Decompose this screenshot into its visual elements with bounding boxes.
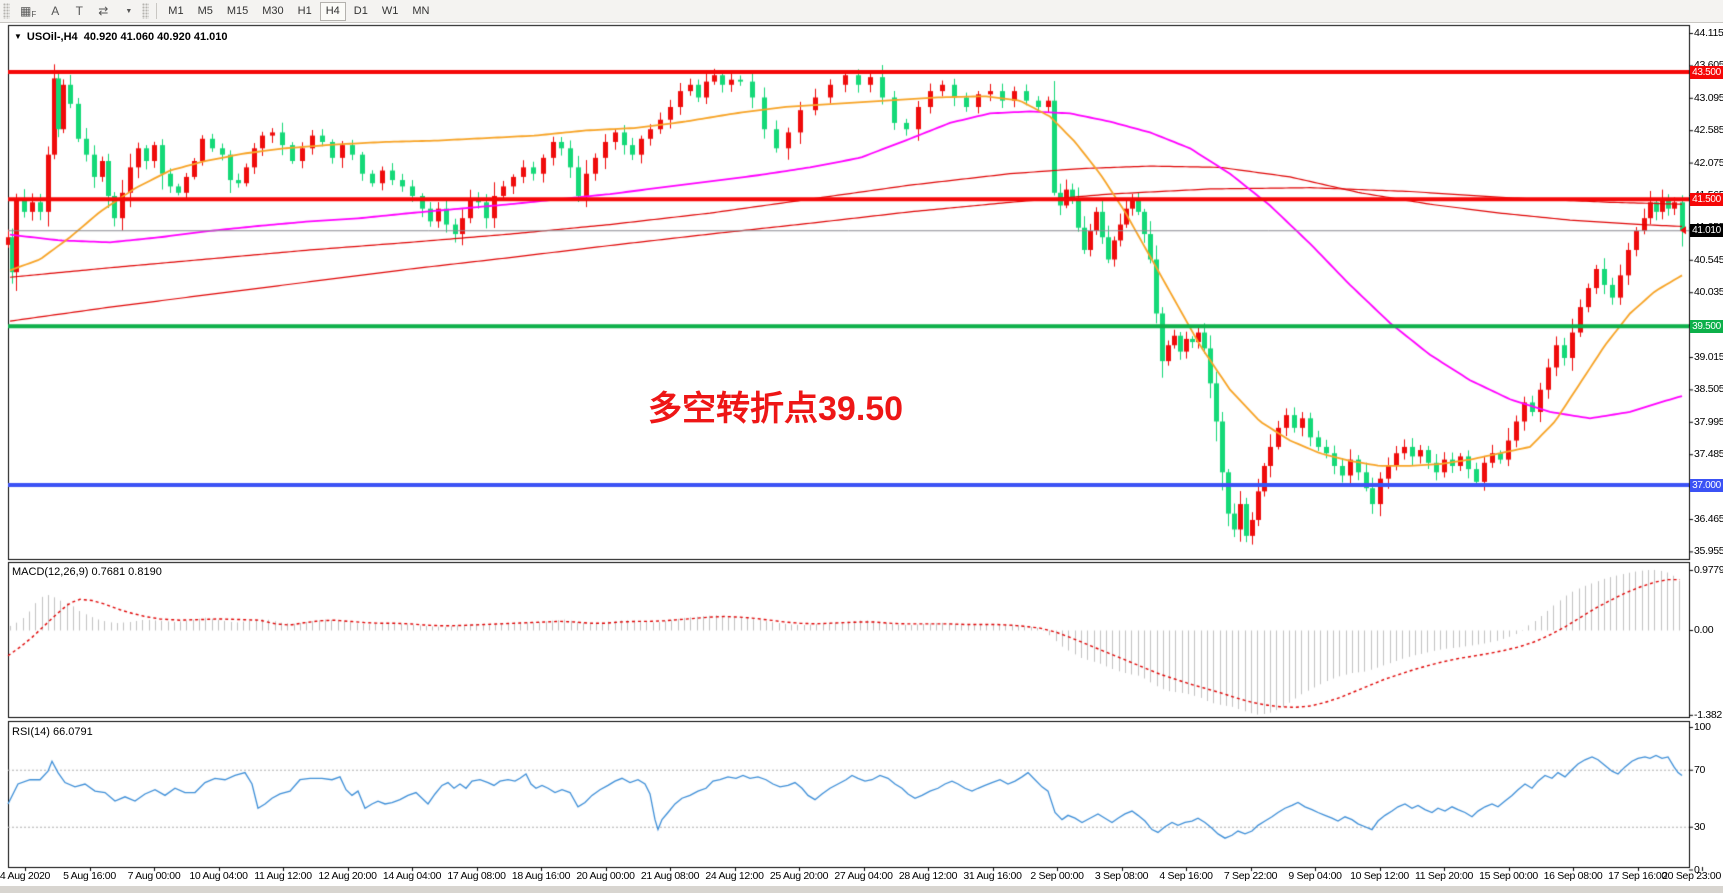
chart-area[interactable]: ▼ USOil-,H4 40.920 41.060 40.920 41.010 M… xyxy=(0,23,1723,893)
time-axis-label: 7 Aug 00:00 xyxy=(127,870,181,882)
price-axis-label: 38.505 xyxy=(1694,383,1723,396)
timeframe-button-m15[interactable]: M15 xyxy=(226,5,249,17)
time-axis-label: 20 Aug 00:00 xyxy=(576,870,635,882)
timeframe-button-m5[interactable]: M5 xyxy=(197,5,213,17)
price-axis-label: 40.545 xyxy=(1694,253,1723,266)
hline-price-tag: 41.500 xyxy=(1690,192,1723,206)
timeframe-button-mn[interactable]: MN xyxy=(412,5,430,17)
time-axis-label: 9 Sep 04:00 xyxy=(1288,870,1342,882)
text-box-icon[interactable]: T xyxy=(75,4,83,18)
time-axis-label: 24 Aug 12:00 xyxy=(705,870,764,882)
time-axis-label: 7 Sep 22:00 xyxy=(1223,870,1278,882)
symbol-title: ▼ USOil-,H4 40.920 41.060 40.920 41.010 xyxy=(14,31,228,43)
timeframe-button-w1[interactable]: W1 xyxy=(381,5,399,17)
price-axis-label: 42.075 xyxy=(1694,156,1723,169)
time-axis-label: 10 Aug 04:00 xyxy=(189,870,248,882)
time-axis-label: 17 Aug 08:00 xyxy=(447,870,506,882)
time-axis-label: 2 Sep 00:00 xyxy=(1030,870,1084,882)
time-axis-label: 12 Aug 20:00 xyxy=(318,870,377,882)
macd-axis-label: -1.382 xyxy=(1694,708,1722,721)
chart-canvas[interactable] xyxy=(0,23,1723,893)
price-axis-label: 43.095 xyxy=(1694,91,1723,104)
time-axis-label: 4 Sep 16:00 xyxy=(1159,870,1213,882)
time-axis-label: 28 Aug 12:00 xyxy=(898,870,958,882)
window-bottom-strip xyxy=(0,886,1723,893)
current-price-tag: 41.010 xyxy=(1690,223,1723,237)
cursor-a-icon[interactable]: A xyxy=(51,4,60,18)
hline-price-tag: 37.000 xyxy=(1690,478,1723,492)
time-axis-label: 3 Sep 08:00 xyxy=(1094,870,1149,882)
time-axis-label: 17 Sep 16:00 xyxy=(1608,870,1667,882)
arrows-icon[interactable]: ⇄ xyxy=(98,4,109,18)
time-axis-label: 21 Aug 08:00 xyxy=(640,870,700,882)
timeframe-button-m1[interactable]: M1 xyxy=(168,5,184,17)
chart-grid-icon[interactable]: ▦ F xyxy=(20,4,37,19)
price-axis-label: 37.485 xyxy=(1694,448,1723,461)
rsi-axis-label: 70 xyxy=(1694,763,1706,776)
toolbar-separator xyxy=(156,3,158,19)
time-axis-label: 16 Sep 08:00 xyxy=(1543,870,1603,882)
time-axis-label: 4 Aug 2020 xyxy=(0,870,51,882)
price-axis-label: 39.015 xyxy=(1694,351,1723,363)
time-axis-label: 15 Sep 00:00 xyxy=(1479,870,1538,882)
price-axis-label: 44.115 xyxy=(1694,27,1723,39)
chart-text-annotation: 多空转折点39.50 xyxy=(648,390,904,428)
hline-price-tag: 39.500 xyxy=(1690,319,1723,333)
price-axis-label: 42.585 xyxy=(1694,124,1723,137)
time-axis-label: 27 Aug 04:00 xyxy=(834,870,893,882)
time-axis-label: 20 Sep 23:00 xyxy=(1662,870,1721,882)
time-axis-label: 14 Aug 04:00 xyxy=(382,870,442,882)
price-axis-label: 35.955 xyxy=(1694,545,1723,558)
rsi-indicator-label: RSI(14) 66.0791 xyxy=(12,726,93,738)
price-axis-label: 40.035 xyxy=(1694,286,1723,299)
time-axis-label: 10 Sep 12:00 xyxy=(1350,870,1409,882)
timeframe-button-m30[interactable]: M30 xyxy=(262,5,284,17)
time-axis-label: 11 Aug 12:00 xyxy=(254,870,312,882)
timeframe-button-h1[interactable]: H1 xyxy=(297,5,312,17)
time-axis-label: 18 Aug 16:00 xyxy=(511,870,571,882)
price-axis-label: 37.995 xyxy=(1694,415,1723,428)
macd-indicator-label: MACD(12,26,9) 0.7681 0.8190 xyxy=(12,566,162,578)
ohlc-readout: 40.920 41.060 40.920 41.010 xyxy=(83,31,228,43)
time-axis-label: 11 Sep 20:00 xyxy=(1414,870,1474,882)
timeframe-button-h4[interactable]: H4 xyxy=(319,1,346,21)
top-toolbar: ▦ F A T ⇄ ▼ M1 M5 M15 M30 H1 H4 D1 W1 MN xyxy=(0,0,1723,23)
macd-axis-label: 0.9779 xyxy=(1694,563,1723,576)
chevron-down-icon: ▼ xyxy=(125,7,133,15)
rsi-axis-label: 100 xyxy=(1694,721,1711,733)
time-axis-label: 25 Aug 20:00 xyxy=(769,870,829,882)
rsi-axis-label: 30 xyxy=(1694,820,1706,833)
hline-price-tag: 43.500 xyxy=(1690,65,1723,79)
dropdown-button[interactable]: ▼ xyxy=(116,2,138,21)
toolbar-grip-2[interactable] xyxy=(142,3,150,19)
toolbar-grip[interactable] xyxy=(3,3,10,19)
macd-axis-label: 0.00 xyxy=(1694,624,1714,636)
price-axis-label: 36.465 xyxy=(1694,513,1723,525)
collapse-triangle-icon: ▼ xyxy=(14,32,22,41)
timeframe-button-d1[interactable]: D1 xyxy=(353,5,368,17)
time-axis-label: 31 Aug 16:00 xyxy=(963,870,1022,882)
symbol-period-label: USOil-,H4 xyxy=(26,31,78,43)
time-axis-label: 5 Aug 16:00 xyxy=(63,870,116,882)
rsi-axis-label: 0 xyxy=(1694,863,1700,876)
